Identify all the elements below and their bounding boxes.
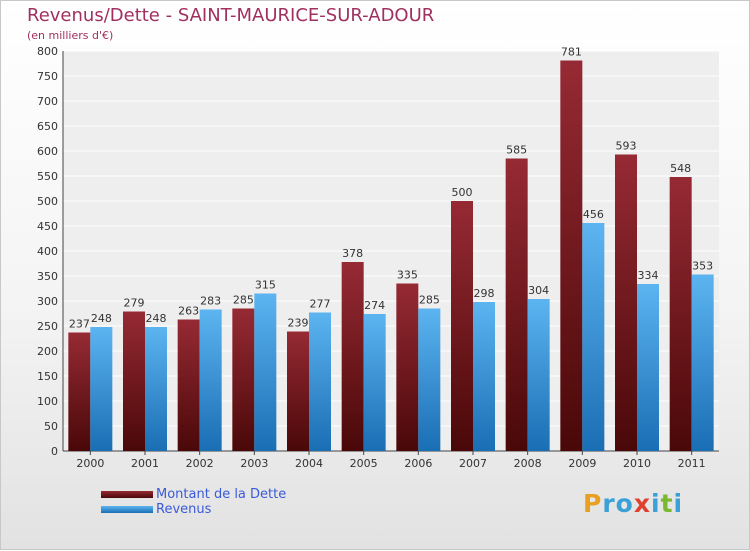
bar-dette <box>505 158 528 451</box>
data-label: 304 <box>528 284 549 297</box>
bar-revenus <box>363 314 386 451</box>
bar-revenus <box>145 327 167 451</box>
x-tick-label: 2001 <box>131 457 159 470</box>
data-label: 593 <box>616 140 637 153</box>
y-tick-label: 400 <box>37 245 58 258</box>
data-label: 248 <box>146 312 167 325</box>
logo-letter: i <box>673 489 684 518</box>
logo-letter: P <box>583 489 603 518</box>
y-tick-label: 650 <box>37 120 58 133</box>
x-tick-label: 2003 <box>240 457 268 470</box>
bar-revenus <box>527 299 550 451</box>
logo-letter: r <box>602 489 616 518</box>
legend-label-dette: Montant de la Dette <box>156 487 287 502</box>
data-label: 248 <box>91 312 112 325</box>
logo-letter: i <box>651 489 661 518</box>
y-tick-label: 500 <box>37 195 58 208</box>
y-tick-label: 700 <box>37 95 58 108</box>
bar-dette <box>68 332 91 451</box>
x-tick-label: 2007 <box>459 457 487 470</box>
x-tick-label: 2010 <box>623 457 651 470</box>
bar-dette <box>396 283 419 451</box>
x-tick-label: 2011 <box>678 457 706 470</box>
data-label: 274 <box>364 299 385 312</box>
logo-letter: x <box>633 489 651 518</box>
data-label: 585 <box>506 144 527 157</box>
chart-subtitle: (en milliers d'€) <box>27 29 114 42</box>
legend-swatch-revenus <box>101 506 153 513</box>
data-label: 500 <box>452 186 473 199</box>
data-label: 781 <box>561 46 582 59</box>
y-tick-label: 450 <box>37 220 58 233</box>
bar-revenus <box>254 293 277 451</box>
y-tick-label: 250 <box>37 320 58 333</box>
data-label: 315 <box>255 279 276 292</box>
x-tick-label: 2000 <box>76 457 104 470</box>
legend-swatch-dette <box>101 491 153 498</box>
bar-dette <box>560 60 583 451</box>
y-tick-label: 200 <box>37 345 58 358</box>
bar-revenus <box>691 274 714 451</box>
logo-letter: t <box>660 489 674 518</box>
data-label: 279 <box>124 297 145 310</box>
bar-revenus <box>582 223 605 451</box>
y-tick-label: 50 <box>44 420 58 433</box>
chart-legend: Montant de la Dette Revenus <box>101 487 286 517</box>
y-tick-label: 750 <box>37 70 58 83</box>
y-tick-label: 150 <box>37 370 58 383</box>
bar-revenus <box>637 284 659 451</box>
data-label: 298 <box>474 287 495 300</box>
y-tick-label: 800 <box>37 45 58 58</box>
chart-title: Revenus/Dette - SAINT-MAURICE-SUR-ADOUR <box>27 5 435 26</box>
data-label: 335 <box>397 269 418 282</box>
data-label: 283 <box>200 295 221 308</box>
bar-revenus <box>199 309 222 451</box>
x-tick-label: 2009 <box>568 457 596 470</box>
x-tick-label: 2004 <box>295 457 323 470</box>
data-label: 353 <box>692 260 713 273</box>
data-label: 378 <box>342 247 363 260</box>
x-tick-label: 2006 <box>404 457 432 470</box>
bar-revenus <box>418 308 441 451</box>
bar-dette <box>123 311 145 451</box>
y-tick-label: 350 <box>37 270 58 283</box>
bar-dette <box>615 154 637 451</box>
x-tick-label: 2002 <box>186 457 214 470</box>
y-tick-label: 0 <box>51 445 58 458</box>
bar-dette <box>341 262 364 451</box>
logo-letter: o <box>615 489 634 518</box>
bar-revenus <box>309 312 331 451</box>
data-label: 237 <box>69 318 90 331</box>
data-label: 277 <box>310 298 331 311</box>
legend-item-revenus: Revenus <box>101 502 286 517</box>
bar-dette <box>232 308 255 451</box>
y-tick-label: 300 <box>37 295 58 308</box>
bar-dette <box>177 319 200 451</box>
bar-dette <box>669 177 692 451</box>
bar-revenus <box>90 327 113 451</box>
data-label: 548 <box>670 162 691 175</box>
bar-dette <box>451 201 473 451</box>
data-label: 456 <box>583 208 604 221</box>
data-label: 285 <box>233 294 254 307</box>
x-tick-label: 2005 <box>350 457 378 470</box>
y-tick-label: 100 <box>37 395 58 408</box>
proxiti-logo: Proxiti <box>583 489 683 518</box>
data-label: 285 <box>419 294 440 307</box>
y-tick-label: 600 <box>37 145 58 158</box>
bar-dette <box>287 331 309 451</box>
legend-label-revenus: Revenus <box>156 502 212 517</box>
y-tick-label: 550 <box>37 170 58 183</box>
bar-revenus <box>473 302 495 451</box>
data-label: 239 <box>288 317 309 330</box>
legend-item-dette: Montant de la Dette <box>101 487 286 502</box>
x-tick-label: 2008 <box>514 457 542 470</box>
data-label: 334 <box>638 269 659 282</box>
data-label: 263 <box>178 305 199 318</box>
